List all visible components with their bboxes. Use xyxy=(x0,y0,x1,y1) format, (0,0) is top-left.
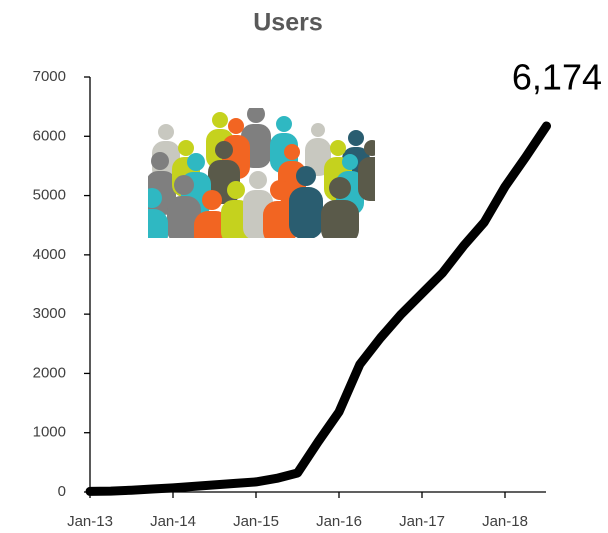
y-tick-label: 6000 xyxy=(33,127,66,144)
y-tick-label: 4000 xyxy=(33,246,66,263)
value-label: 6,174 xyxy=(512,57,602,98)
chart-title: Users xyxy=(253,9,323,37)
x-tick-label: Jan-17 xyxy=(399,513,445,530)
x-tick-label: Jan-14 xyxy=(150,513,196,530)
y-tick-label: 0 xyxy=(58,483,66,500)
y-tick-label: 1000 xyxy=(33,424,66,441)
y-tick-label: 5000 xyxy=(33,187,66,204)
x-tick-label: Jan-13 xyxy=(67,513,113,530)
y-tick-label: 3000 xyxy=(33,305,66,322)
x-tick-label: Jan-18 xyxy=(482,513,528,530)
x-tick-label: Jan-15 xyxy=(233,513,279,530)
people-illustration xyxy=(148,108,375,238)
y-tick-label: 2000 xyxy=(33,364,66,381)
x-tick-label: Jan-16 xyxy=(316,513,362,530)
line xyxy=(85,121,551,496)
y-tick-label: 7000 xyxy=(33,68,66,85)
